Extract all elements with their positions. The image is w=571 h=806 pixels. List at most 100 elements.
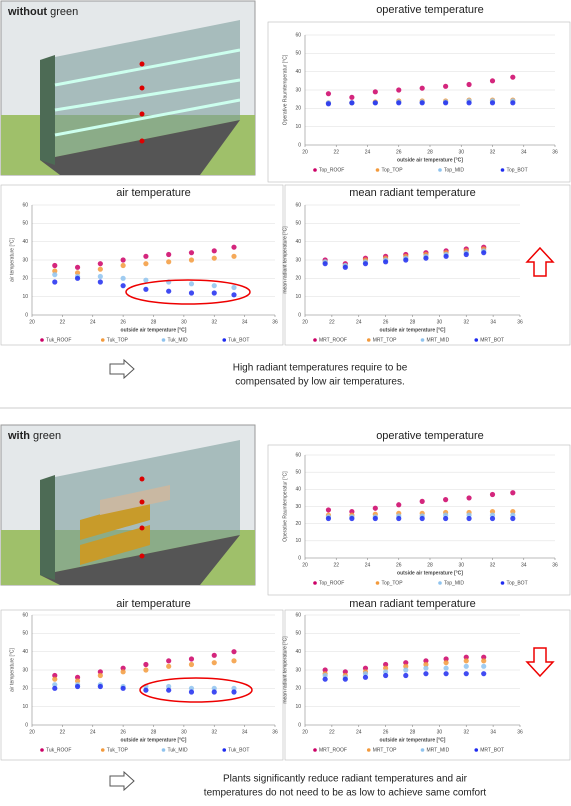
x-tick-label: 32 [490, 562, 496, 568]
point [323, 677, 328, 682]
point [326, 507, 331, 512]
point [143, 278, 148, 283]
point [464, 671, 469, 676]
chart: mean radiant temperature0102030405060202… [282, 185, 570, 345]
legend-swatch [101, 748, 105, 752]
y-tick-label: 10 [22, 294, 28, 300]
point [443, 660, 448, 665]
x-tick-label: 34 [521, 149, 527, 155]
point [510, 100, 515, 105]
x-tick-label: 20 [302, 149, 308, 155]
point [481, 658, 486, 663]
legend-label: Tuk_TOP [107, 747, 129, 753]
chart-frame [285, 185, 570, 345]
sensor [140, 112, 145, 117]
legend-swatch [438, 168, 442, 172]
x-tick-label: 34 [242, 729, 248, 735]
point [189, 290, 194, 295]
point [231, 649, 236, 654]
side-wall [40, 475, 55, 580]
point [510, 516, 515, 521]
point [121, 686, 126, 691]
point [403, 673, 408, 678]
sensor [140, 500, 145, 505]
point [98, 274, 103, 279]
point [466, 82, 471, 87]
point [323, 261, 328, 266]
y-tick-label: 30 [22, 257, 28, 263]
legend-swatch [376, 581, 380, 585]
point [189, 689, 194, 694]
legend-swatch [376, 168, 380, 172]
legend-swatch [501, 168, 505, 172]
point [189, 257, 194, 262]
x-tick-label: 30 [458, 149, 464, 155]
x-tick-label: 34 [490, 729, 496, 735]
scene-label-bold: with [7, 430, 30, 442]
y-tick-label: 20 [295, 106, 301, 112]
y-tick-label: 0 [298, 142, 301, 148]
y-tick-label: 30 [295, 667, 301, 673]
legend-swatch [313, 581, 317, 585]
point [423, 671, 428, 676]
legend-swatch [421, 748, 425, 752]
x-tick-label: 36 [272, 319, 278, 325]
y-tick-label: 30 [295, 257, 301, 263]
legend-label: MRT_TOP [373, 747, 397, 753]
point [75, 276, 80, 281]
legend-label: Top_TOP [382, 167, 404, 173]
y-tick-label: 10 [295, 124, 301, 130]
point [231, 254, 236, 259]
caption: temperatures do not need to be as low to… [204, 788, 487, 799]
point [143, 261, 148, 266]
point [373, 89, 378, 94]
legend-label: Top_MID [444, 167, 464, 173]
legend-label: Top_BOT [507, 167, 528, 173]
chart-title: mean radiant temperature [349, 598, 476, 610]
y-tick-label: 60 [295, 202, 301, 208]
point [396, 87, 401, 92]
legend-swatch [313, 168, 317, 172]
point [98, 684, 103, 689]
x-tick-label: 32 [490, 149, 496, 155]
y-tick-label: 60 [22, 612, 28, 618]
chart-title: air temperature [116, 598, 191, 610]
point [490, 516, 495, 521]
x-tick-label: 36 [272, 729, 278, 735]
point [212, 283, 217, 288]
x-tick-label: 20 [302, 562, 308, 568]
point [396, 100, 401, 105]
y-tick-label: 50 [295, 51, 301, 57]
y-axis-label: Operative Raumtemperatur [°C] [282, 471, 288, 542]
scene-label-bold: without [7, 6, 47, 18]
scene-with-green: withgreen [1, 425, 255, 585]
x-tick-label: 20 [29, 729, 35, 735]
point [231, 689, 236, 694]
y-tick-label: 20 [295, 686, 301, 692]
x-tick-label: 32 [211, 319, 217, 325]
point [326, 101, 331, 106]
point [143, 667, 148, 672]
x-tick-label: 20 [302, 729, 308, 735]
legend-swatch [421, 338, 425, 342]
y-tick-label: 60 [22, 202, 28, 208]
point [420, 100, 425, 105]
chart-title: operative temperature [376, 430, 484, 442]
legend-swatch [313, 748, 317, 752]
x-tick-label: 34 [521, 562, 527, 568]
point [189, 662, 194, 667]
x-tick-label: 36 [552, 149, 558, 155]
y-tick-label: 50 [295, 631, 301, 637]
point [490, 78, 495, 83]
point [343, 677, 348, 682]
legend-swatch [367, 748, 371, 752]
x-tick-label: 26 [383, 319, 389, 325]
sensor [140, 477, 145, 482]
y-axis-label: air temperature [°C] [9, 648, 15, 692]
x-tick-label: 30 [181, 319, 187, 325]
x-tick-label: 28 [410, 729, 416, 735]
legend-label: Tuk_MID [168, 337, 188, 343]
y-tick-label: 50 [22, 631, 28, 637]
